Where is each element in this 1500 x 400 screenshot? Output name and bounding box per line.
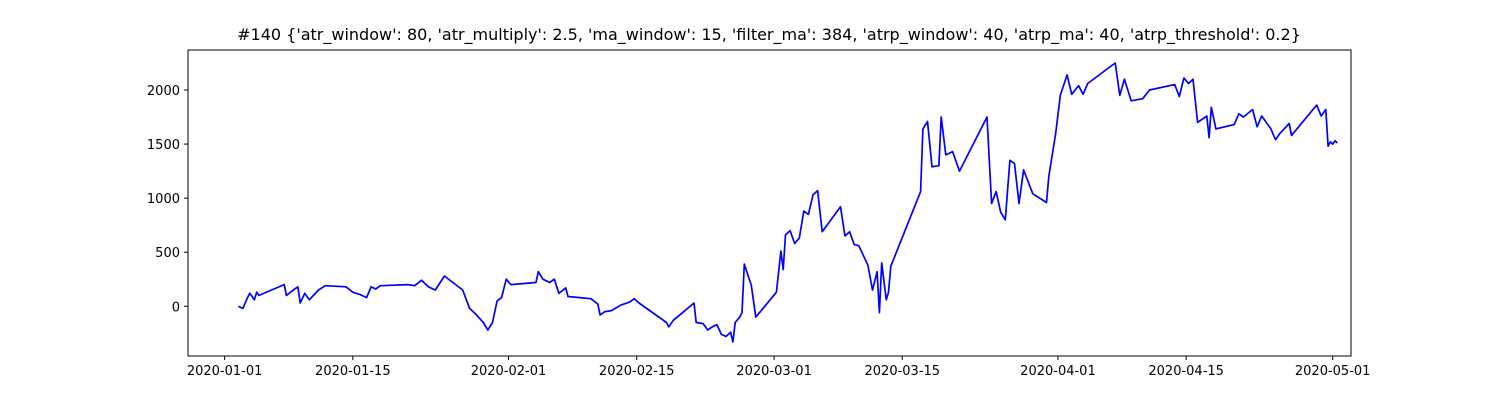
y-tick-label: 0	[172, 300, 180, 315]
x-tick-label: 2020-03-15	[865, 364, 941, 379]
x-tick-label: 2020-04-15	[1148, 364, 1224, 379]
x-tick-label: 2020-01-15	[315, 364, 391, 379]
y-tick-label: 1000	[147, 192, 180, 207]
y-tick-label: 2000	[147, 84, 180, 99]
x-tick-label: 2020-02-15	[599, 364, 675, 379]
x-tick-label: 2020-04-01	[1020, 364, 1096, 379]
x-tick-label: 2020-03-01	[736, 364, 812, 379]
x-tick-label: 2020-01-01	[187, 364, 263, 379]
y-tick-label: 500	[155, 246, 180, 261]
chart-title: #140 {'atr_window': 80, 'atr_multiply': …	[237, 25, 1301, 45]
y-tick-label: 1500	[147, 138, 180, 153]
x-tick-label: 2020-05-01	[1295, 364, 1371, 379]
x-tick-label: 2020-02-01	[471, 364, 547, 379]
